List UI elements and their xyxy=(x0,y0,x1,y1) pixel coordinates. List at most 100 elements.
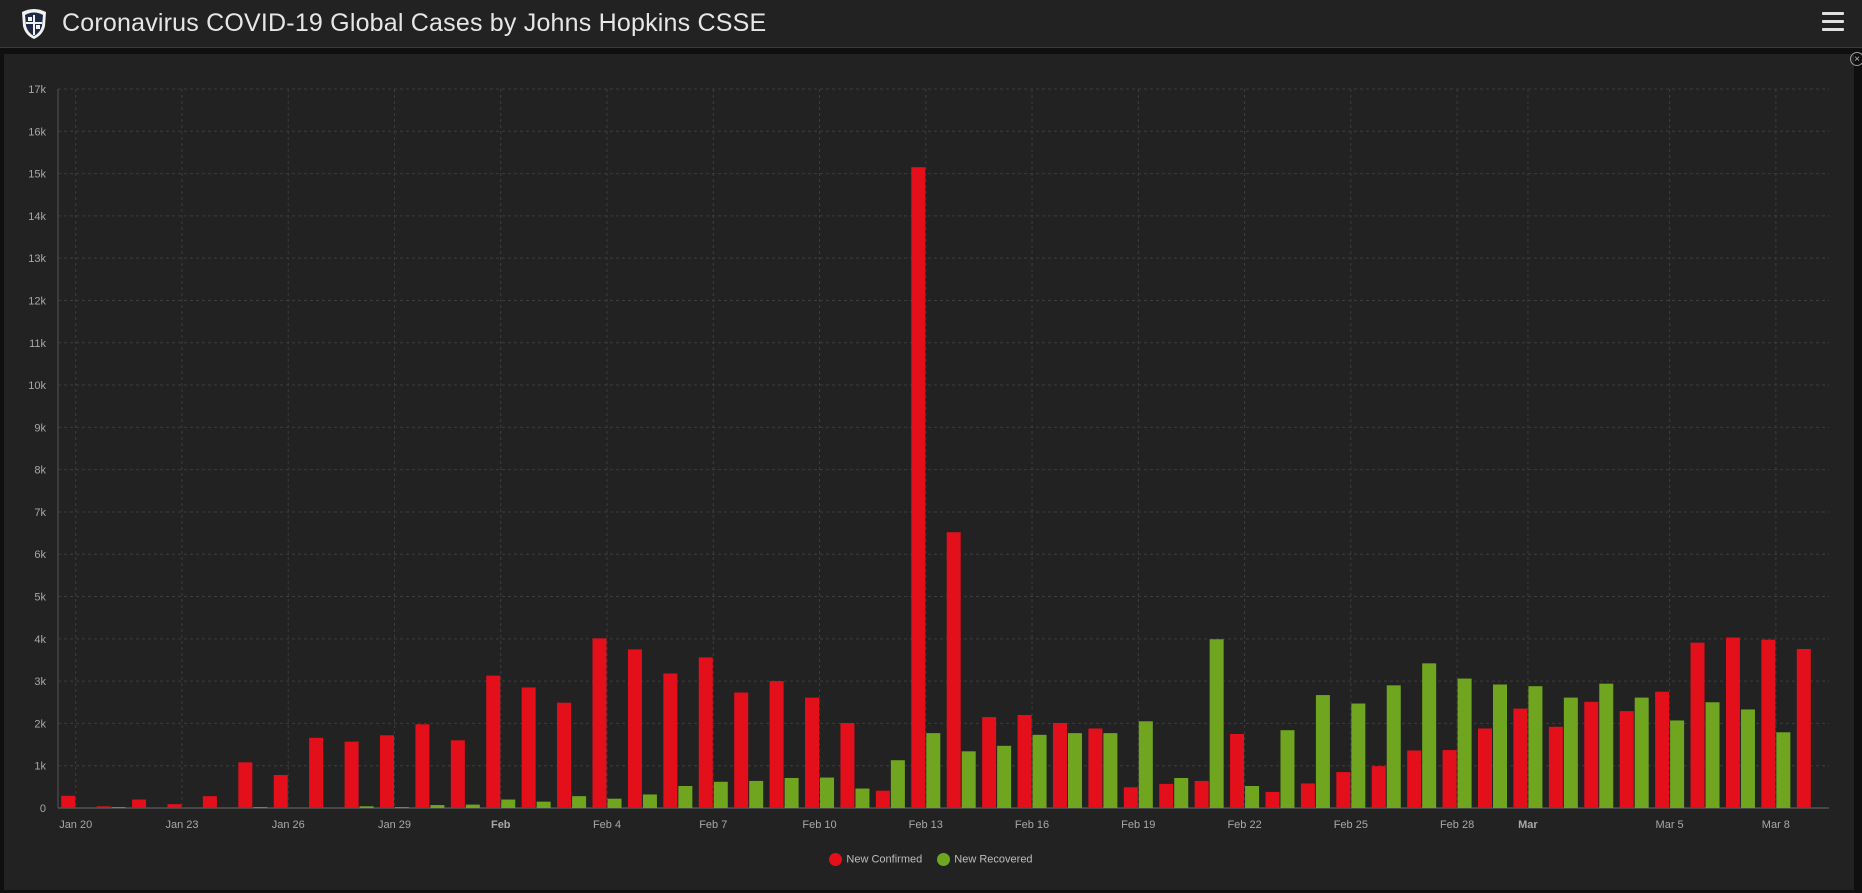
recovered-bar[interactable] xyxy=(1174,777,1189,808)
confirmed-bar[interactable] xyxy=(1159,783,1174,808)
confirmed-bar[interactable] xyxy=(875,790,890,808)
recovered-bar[interactable] xyxy=(1705,702,1720,808)
recovered-bar[interactable] xyxy=(1386,685,1401,808)
recovered-bar[interactable] xyxy=(1670,720,1685,808)
confirmed-bar[interactable] xyxy=(1052,722,1067,808)
confirmed-bar[interactable] xyxy=(805,697,820,808)
confirmed-bar[interactable] xyxy=(946,532,961,808)
confirmed-bar[interactable] xyxy=(1088,728,1103,808)
y-tick-label: 8k xyxy=(34,465,46,477)
recovered-bar[interactable] xyxy=(1280,730,1295,808)
confirmed-bar[interactable] xyxy=(911,167,926,808)
confirmed-bar[interactable] xyxy=(1548,726,1563,808)
recovered-bar[interactable] xyxy=(1067,733,1082,808)
recovered-bar[interactable] xyxy=(1740,709,1755,808)
confirmed-bar[interactable] xyxy=(273,775,288,808)
confirmed-bar[interactable] xyxy=(61,795,76,808)
recovered-bar[interactable] xyxy=(1457,678,1472,808)
recovered-bar[interactable] xyxy=(1493,684,1508,808)
x-tick-label: Jan 20 xyxy=(59,819,92,831)
confirmed-bar[interactable] xyxy=(698,657,713,808)
recovered-bar[interactable] xyxy=(961,751,976,808)
confirmed-bar[interactable] xyxy=(592,638,607,808)
recovered-bar[interactable] xyxy=(1528,686,1543,808)
recovered-bar[interactable] xyxy=(253,807,268,808)
confirmed-bar[interactable] xyxy=(627,649,642,808)
confirmed-bar[interactable] xyxy=(1300,783,1315,808)
recovered-bar[interactable] xyxy=(890,760,905,808)
recovered-bar[interactable] xyxy=(111,807,126,808)
confirmed-bar[interactable] xyxy=(1442,750,1457,808)
confirmed-bar[interactable] xyxy=(1513,708,1528,808)
hamburger-menu-icon[interactable] xyxy=(1822,12,1844,34)
confirmed-bar[interactable] xyxy=(450,740,465,808)
recovered-bar[interactable] xyxy=(1422,663,1437,808)
confirmed-bar[interactable] xyxy=(1796,648,1811,808)
recovered-bar[interactable] xyxy=(926,733,941,808)
confirmed-bar[interactable] xyxy=(167,804,182,808)
recovered-bar[interactable] xyxy=(430,805,445,808)
recovered-bar[interactable] xyxy=(1634,697,1649,808)
confirmed-bar[interactable] xyxy=(1761,639,1776,808)
recovered-bar[interactable] xyxy=(1032,734,1047,808)
recovered-bar[interactable] xyxy=(1599,683,1614,808)
recovered-bar[interactable] xyxy=(1245,786,1260,808)
recovered-bar[interactable] xyxy=(572,796,587,808)
confirmed-bar[interactable] xyxy=(1265,791,1280,808)
recovered-bar[interactable] xyxy=(642,794,657,808)
recovered-bar[interactable] xyxy=(359,806,374,808)
recovered-bar[interactable] xyxy=(1776,732,1791,808)
confirmed-bar[interactable] xyxy=(1478,728,1493,808)
confirmed-bar[interactable] xyxy=(309,737,324,808)
recovered-bar[interactable] xyxy=(1138,721,1153,808)
recovered-bar[interactable] xyxy=(1563,697,1578,808)
recovered-bar[interactable] xyxy=(501,799,516,808)
confirmed-bar[interactable] xyxy=(1371,766,1386,808)
confirmed-bar[interactable] xyxy=(415,724,430,808)
legend-item-confirmed[interactable]: New Confirmed xyxy=(829,853,922,866)
recovered-bar[interactable] xyxy=(855,788,870,808)
recovered-bar[interactable] xyxy=(536,801,551,808)
recovered-bar[interactable] xyxy=(749,780,764,808)
recovered-bar[interactable] xyxy=(713,781,728,808)
recovered-bar[interactable] xyxy=(607,798,622,808)
legend-item-recovered[interactable]: New Recovered xyxy=(937,853,1033,866)
confirmed-bar[interactable] xyxy=(557,702,572,808)
confirmed-bar[interactable] xyxy=(379,735,394,808)
recovered-bar[interactable] xyxy=(820,777,835,808)
confirmed-bar[interactable] xyxy=(132,799,147,808)
confirmed-bar[interactable] xyxy=(486,675,501,808)
recovered-bar[interactable] xyxy=(1351,703,1366,808)
confirmed-bar[interactable] xyxy=(1725,637,1740,808)
confirmed-bar[interactable] xyxy=(238,762,253,808)
confirmed-bar[interactable] xyxy=(1407,750,1422,808)
confirmed-bar[interactable] xyxy=(202,796,217,808)
recovered-bar[interactable] xyxy=(1209,639,1224,808)
confirmed-bar[interactable] xyxy=(1584,701,1599,808)
recovered-bar[interactable] xyxy=(465,804,480,808)
recovered-bar[interactable] xyxy=(1315,695,1330,808)
confirmed-bar[interactable] xyxy=(1336,772,1351,808)
recovered-bar[interactable] xyxy=(784,777,799,808)
confirmed-bar[interactable] xyxy=(344,741,359,808)
confirmed-bar[interactable] xyxy=(1123,787,1138,808)
confirmed-bar[interactable] xyxy=(1230,733,1245,808)
x-tick-label: Mar 5 xyxy=(1656,819,1684,831)
confirmed-bar[interactable] xyxy=(840,722,855,808)
confirmed-bar[interactable] xyxy=(96,806,111,808)
confirmed-bar[interactable] xyxy=(982,717,997,808)
confirmed-bar[interactable] xyxy=(734,692,749,808)
confirmed-bar[interactable] xyxy=(1194,780,1209,808)
recovered-bar[interactable] xyxy=(394,807,409,808)
recovered-bar[interactable] xyxy=(678,786,693,808)
confirmed-bar[interactable] xyxy=(1017,714,1032,808)
confirmed-bar[interactable] xyxy=(1655,691,1670,808)
confirmed-bar[interactable] xyxy=(521,687,536,808)
recovered-bar[interactable] xyxy=(1103,733,1118,808)
confirmed-bar[interactable] xyxy=(769,681,784,808)
confirmed-bar[interactable] xyxy=(1619,711,1634,808)
panel-close-icon[interactable]: × xyxy=(1850,52,1862,66)
confirmed-bar[interactable] xyxy=(1690,642,1705,808)
confirmed-bar[interactable] xyxy=(663,673,678,808)
recovered-bar[interactable] xyxy=(997,745,1012,808)
